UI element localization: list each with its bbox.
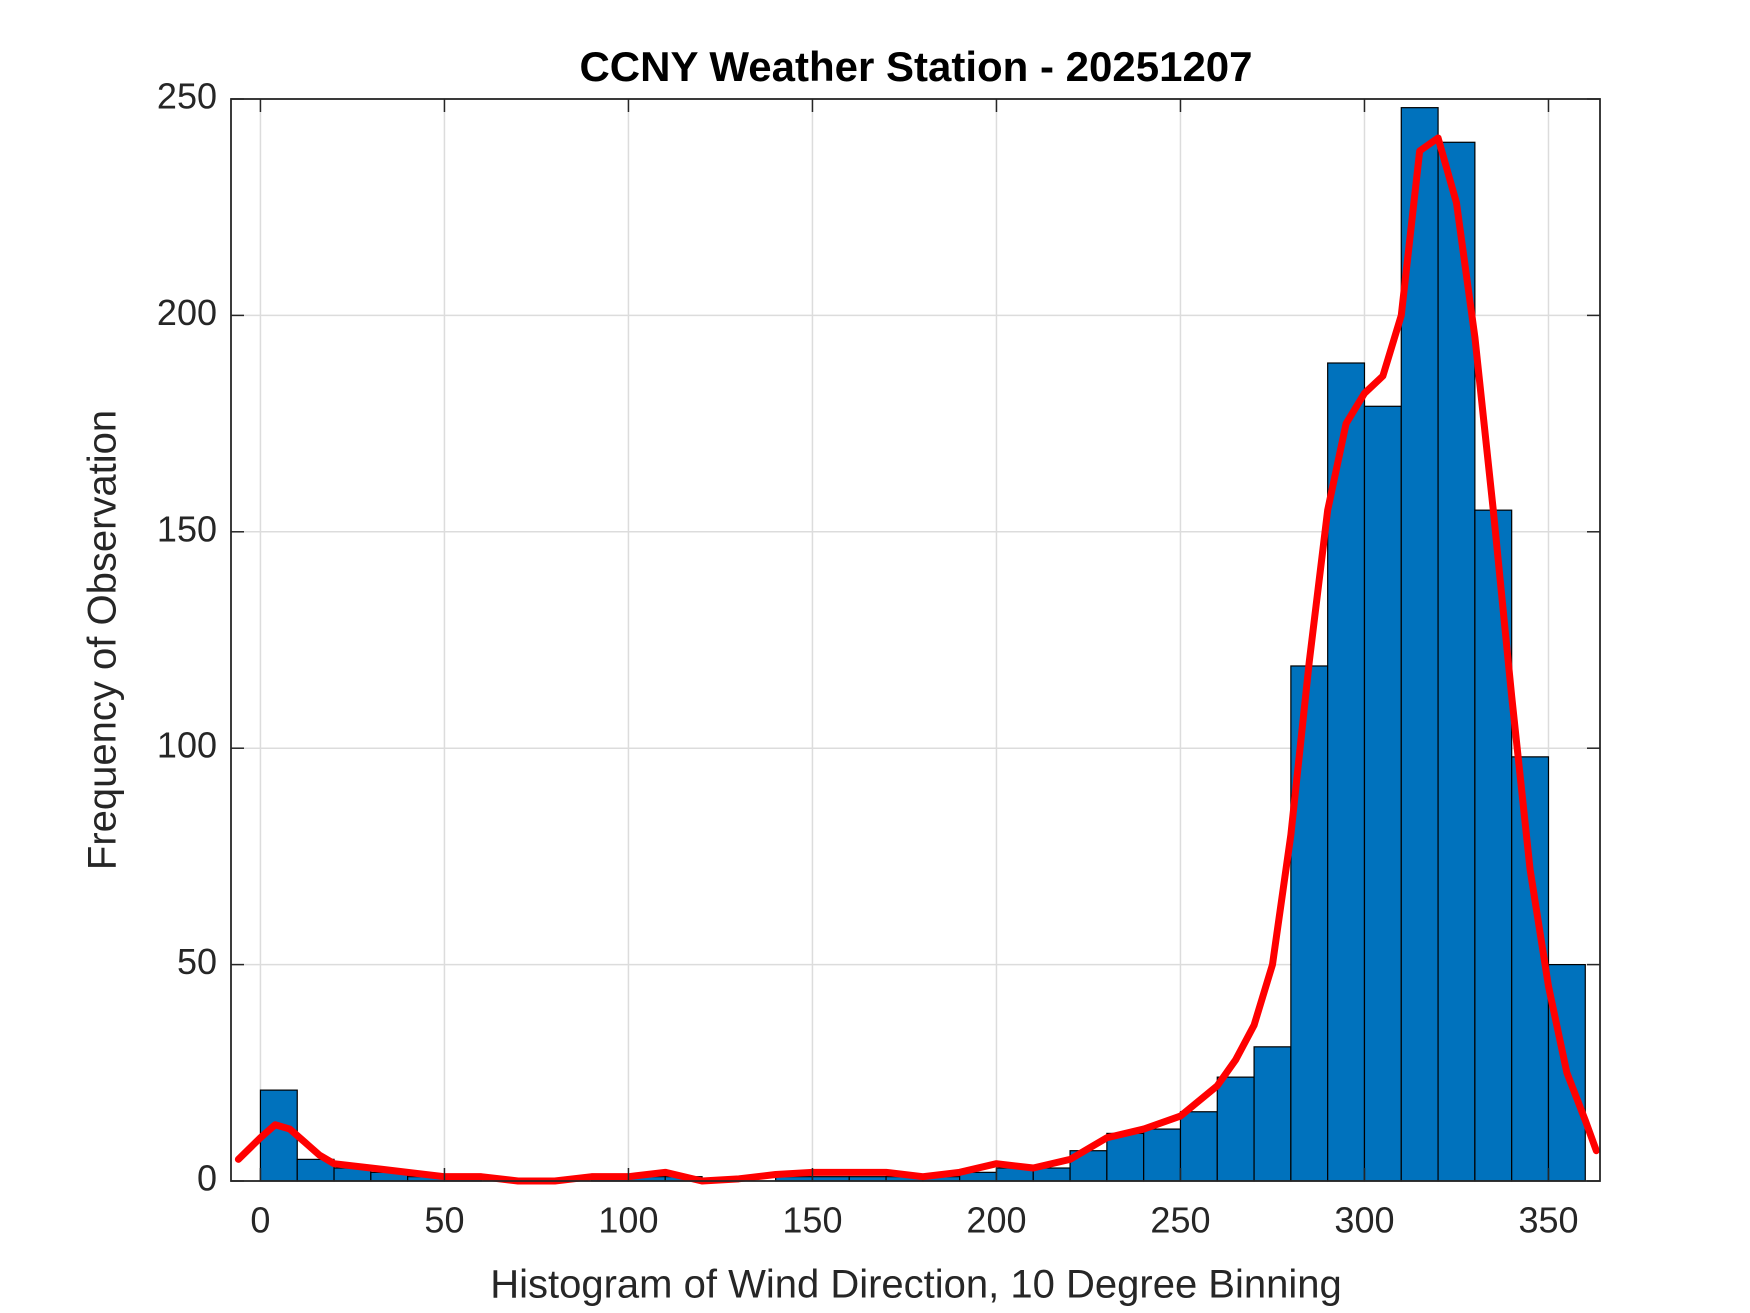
- x-axis-label: Histogram of Wind Direction, 10 Degree B…: [490, 1263, 1342, 1307]
- x-tick-label: 100: [598, 1200, 658, 1241]
- x-tick-label: 50: [424, 1200, 464, 1241]
- bar: [1106, 1132, 1145, 1182]
- x-tick-label: 150: [782, 1200, 842, 1241]
- x-tick-label: 200: [966, 1200, 1026, 1241]
- bar: [1327, 362, 1366, 1182]
- fit-line: [234, 134, 1600, 1185]
- y-tick-label: 150: [157, 508, 217, 549]
- bar: [1253, 1046, 1292, 1182]
- x-tick-label: 300: [1334, 1200, 1394, 1241]
- x-tick-label: 0: [250, 1200, 270, 1241]
- x-tick-label: 350: [1518, 1200, 1578, 1241]
- axes-box: [230, 98, 1601, 1182]
- bar: [1290, 665, 1329, 1182]
- y-tick-label: 0: [197, 1158, 217, 1199]
- bar: [1143, 1128, 1182, 1182]
- bar: [1363, 405, 1402, 1182]
- y-tick-label: 100: [157, 725, 217, 766]
- chart-title: CCNY Weather Station - 20251207: [579, 43, 1252, 90]
- bar: [1216, 1076, 1255, 1182]
- y-tick-label: 250: [157, 76, 217, 117]
- bar: [1179, 1111, 1218, 1182]
- y-axis-label: Frequency of Observation: [81, 410, 125, 870]
- x-tick-label: 250: [1150, 1200, 1210, 1241]
- y-tick-label: 50: [177, 941, 217, 982]
- y-tick-label: 200: [157, 292, 217, 333]
